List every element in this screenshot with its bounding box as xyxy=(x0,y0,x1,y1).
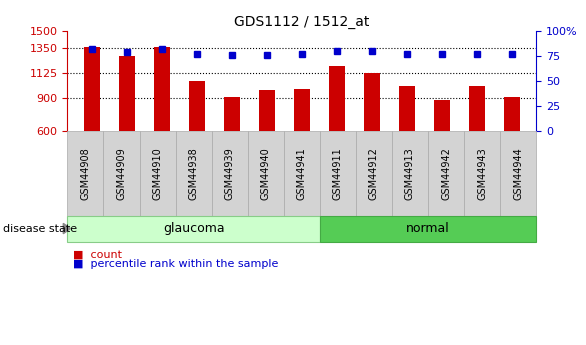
Text: GSM44912: GSM44912 xyxy=(369,147,379,200)
Text: normal: normal xyxy=(406,222,450,235)
Text: GSM44939: GSM44939 xyxy=(224,147,234,200)
Text: GSM44908: GSM44908 xyxy=(80,147,90,200)
Text: GSM44943: GSM44943 xyxy=(477,147,487,200)
Text: GSM44941: GSM44941 xyxy=(297,147,307,200)
Text: disease state: disease state xyxy=(3,224,77,234)
Text: GSM44938: GSM44938 xyxy=(189,147,199,200)
Text: ■  percentile rank within the sample: ■ percentile rank within the sample xyxy=(73,259,278,269)
Bar xyxy=(259,90,275,131)
Text: GSM44910: GSM44910 xyxy=(152,147,162,200)
Text: GSM44909: GSM44909 xyxy=(117,147,127,200)
Bar xyxy=(329,66,345,131)
Text: GSM44913: GSM44913 xyxy=(405,147,415,200)
Bar xyxy=(119,56,135,131)
Text: GSM44940: GSM44940 xyxy=(261,147,271,200)
Bar xyxy=(469,86,485,131)
Text: GSM44942: GSM44942 xyxy=(441,147,451,200)
Bar xyxy=(399,86,415,131)
Bar xyxy=(434,100,449,131)
Text: GSM44944: GSM44944 xyxy=(513,147,523,200)
Bar xyxy=(294,89,309,131)
Text: GSM44911: GSM44911 xyxy=(333,147,343,200)
Title: GDS1112 / 1512_at: GDS1112 / 1512_at xyxy=(234,14,370,29)
Bar xyxy=(84,47,100,131)
Bar xyxy=(189,80,205,131)
Bar xyxy=(364,73,380,131)
Text: ■  count: ■ count xyxy=(73,249,122,259)
Bar xyxy=(154,47,170,131)
Text: glaucoma: glaucoma xyxy=(163,222,224,235)
Bar xyxy=(504,97,520,131)
Bar xyxy=(224,97,240,131)
